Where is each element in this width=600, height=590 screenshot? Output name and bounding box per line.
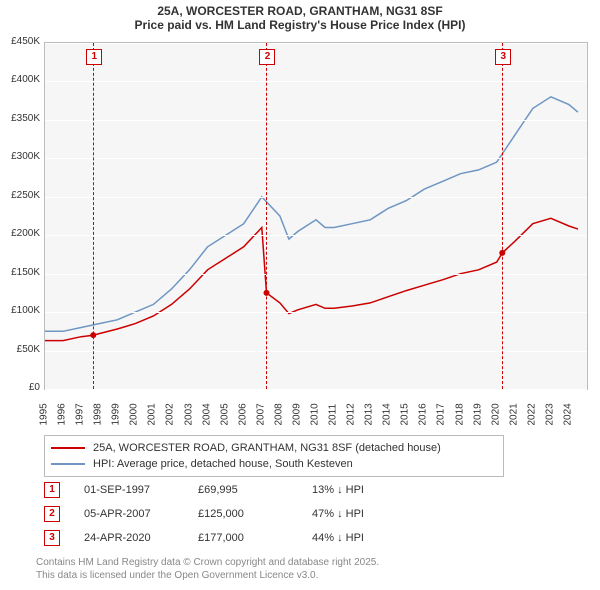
x-tick-label: 2012 [346, 406, 357, 426]
transaction-price: £177,000 [198, 532, 288, 544]
transaction-diff: 44% ↓ HPI [312, 532, 402, 544]
transaction-diff: 47% ↓ HPI [312, 508, 402, 520]
transaction-row: 2 05-APR-2007 £125,000 47% ↓ HPI [44, 502, 402, 526]
chart-svg [45, 43, 587, 389]
legend-item-hpi: HPI: Average price, detached house, Sout… [51, 456, 497, 472]
x-tick-label: 2005 [219, 406, 230, 426]
legend-label: HPI: Average price, detached house, Sout… [93, 456, 353, 472]
x-tick-label: 2020 [490, 406, 501, 426]
footer-line1: Contains HM Land Registry data © Crown c… [36, 556, 379, 569]
chart-container: 25A, WORCESTER ROAD, GRANTHAM, NG31 8SF … [0, 0, 600, 590]
x-tick-label: 1997 [75, 406, 86, 426]
y-tick-label: £150K [0, 267, 40, 278]
x-tick-label: 2007 [255, 406, 266, 426]
x-tick-label: 2008 [273, 406, 284, 426]
x-tick-label: 2006 [237, 406, 248, 426]
legend-swatch [51, 447, 85, 449]
x-tick-label: 2019 [472, 406, 483, 426]
legend: 25A, WORCESTER ROAD, GRANTHAM, NG31 8SF … [44, 435, 504, 477]
marker-box-1: 1 [86, 49, 102, 65]
marker-box-3: 3 [495, 49, 511, 65]
marker-box-2: 2 [259, 49, 275, 65]
y-tick-label: £100K [0, 305, 40, 316]
series-hpi [45, 97, 578, 331]
x-tick-label: 2021 [508, 406, 519, 426]
series-property [45, 218, 578, 340]
title-line2: Price paid vs. HM Land Registry's House … [0, 18, 600, 32]
legend-swatch [51, 463, 85, 465]
x-tick-label: 2011 [328, 406, 339, 426]
y-tick-label: £0 [0, 382, 40, 393]
marker-vline [93, 43, 94, 389]
legend-item-property: 25A, WORCESTER ROAD, GRANTHAM, NG31 8SF … [51, 440, 497, 456]
transaction-marker: 2 [44, 506, 60, 522]
x-tick-label: 2009 [291, 406, 302, 426]
y-tick-label: £50K [0, 344, 40, 355]
x-tick-label: 1996 [57, 406, 68, 426]
transaction-date: 01-SEP-1997 [84, 484, 174, 496]
transaction-date: 05-APR-2007 [84, 508, 174, 520]
footer: Contains HM Land Registry data © Crown c… [36, 556, 379, 582]
transaction-marker: 1 [44, 482, 60, 498]
marker-vline [502, 43, 503, 389]
x-tick-label: 2016 [418, 406, 429, 426]
title-line1: 25A, WORCESTER ROAD, GRANTHAM, NG31 8SF [0, 4, 600, 18]
x-tick-label: 2000 [129, 406, 140, 426]
x-tick-label: 1999 [111, 406, 122, 426]
transaction-price: £125,000 [198, 508, 288, 520]
x-tick-label: 2013 [364, 406, 375, 426]
marker-vline [266, 43, 267, 389]
transaction-row: 3 24-APR-2020 £177,000 44% ↓ HPI [44, 526, 402, 550]
x-tick-label: 2015 [400, 406, 411, 426]
x-tick-label: 2004 [201, 406, 212, 426]
x-tick-label: 1998 [93, 406, 104, 426]
x-tick-label: 1995 [39, 406, 50, 426]
transaction-diff: 13% ↓ HPI [312, 484, 402, 496]
transaction-row: 1 01-SEP-1997 £69,995 13% ↓ HPI [44, 478, 402, 502]
x-tick-label: 2023 [544, 406, 555, 426]
transaction-price: £69,995 [198, 484, 288, 496]
x-tick-label: 2001 [147, 406, 158, 426]
x-tick-label: 2002 [165, 406, 176, 426]
y-tick-label: £450K [0, 36, 40, 47]
title-block: 25A, WORCESTER ROAD, GRANTHAM, NG31 8SF … [0, 0, 600, 34]
footer-line2: This data is licensed under the Open Gov… [36, 569, 379, 582]
y-tick-label: £200K [0, 228, 40, 239]
x-tick-label: 2010 [310, 406, 321, 426]
x-tick-label: 2018 [454, 406, 465, 426]
legend-label: 25A, WORCESTER ROAD, GRANTHAM, NG31 8SF … [93, 440, 441, 456]
transaction-table: 1 01-SEP-1997 £69,995 13% ↓ HPI 2 05-APR-2007… [44, 478, 402, 550]
x-tick-label: 2017 [436, 406, 447, 426]
chart-plot-area: 1 2 3 [44, 42, 588, 390]
x-tick-label: 2024 [562, 406, 573, 426]
y-tick-label: £300K [0, 151, 40, 162]
y-tick-label: £400K [0, 74, 40, 85]
x-tick-label: 2014 [382, 406, 393, 426]
transaction-date: 24-APR-2020 [84, 532, 174, 544]
x-tick-label: 2022 [526, 406, 537, 426]
x-tick-label: 2003 [183, 406, 194, 426]
transaction-marker: 3 [44, 530, 60, 546]
y-tick-label: £250K [0, 190, 40, 201]
y-tick-label: £350K [0, 113, 40, 124]
